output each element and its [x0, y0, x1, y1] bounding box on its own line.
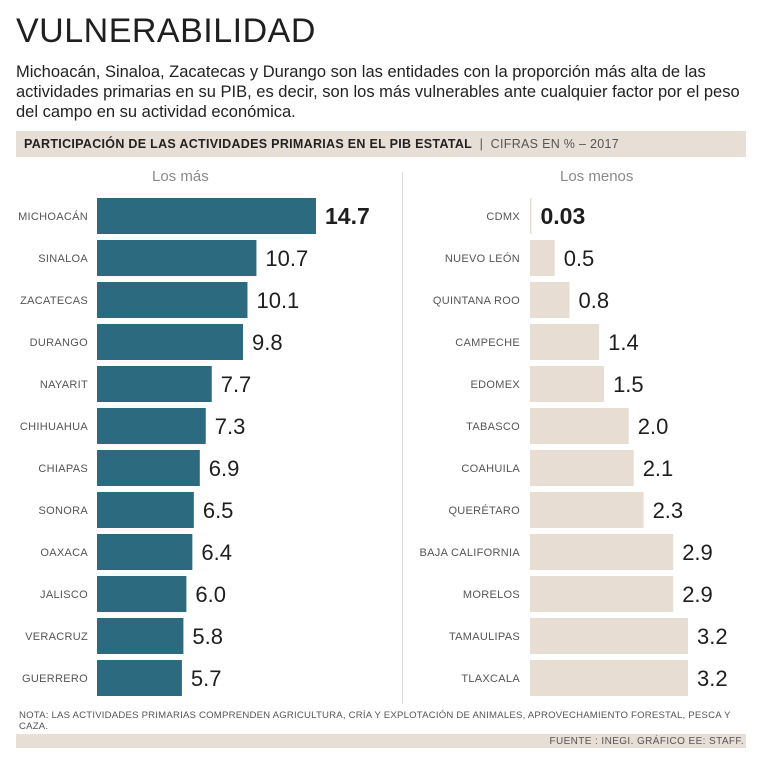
least-bar	[530, 660, 688, 696]
footnote: NOTA: LAS ACTIVIDADES PRIMARIAS COMPREND…	[19, 710, 731, 732]
most-category-label: NAYARIT	[40, 379, 88, 391]
most-bar	[97, 618, 184, 654]
most-category-label: GUERRERO	[22, 673, 88, 685]
most-bar	[97, 240, 257, 276]
page-title: VULNERABILIDAD	[16, 12, 316, 50]
least-category-label: MORELOS	[463, 589, 520, 601]
least-value-label: 0.03	[540, 203, 585, 229]
most-category-label: SINALOA	[38, 253, 88, 265]
chart-subtitle-band: PARTICIPACIÓN DE LAS ACTIVIDADES PRIMARI…	[16, 131, 746, 157]
least-bar	[530, 324, 600, 360]
least-bar	[530, 450, 634, 486]
least-bar	[530, 366, 605, 402]
most-value-label: 14.7	[325, 203, 370, 229]
least-category-label: CDMX	[486, 211, 520, 223]
most-category-label: CHIAPAS	[38, 463, 88, 475]
most-bar	[97, 408, 206, 444]
most-value-label: 6.4	[201, 540, 232, 565]
least-value-label: 0.8	[579, 288, 610, 313]
least-category-label: NUEVO LEÓN	[445, 252, 520, 265]
least-category-label: EDOMEX	[471, 379, 521, 391]
least-bar	[530, 240, 555, 276]
most-bar	[97, 282, 248, 318]
most-value-label: 9.8	[252, 330, 283, 355]
most-panel-title: Los más	[152, 168, 209, 185]
most-value-label: 5.8	[192, 624, 223, 649]
most-bar	[97, 450, 200, 486]
least-value-label: 2.0	[638, 414, 669, 439]
least-value-label: 2.9	[682, 582, 713, 607]
least-value-label: 2.1	[643, 456, 674, 481]
least-bar	[530, 408, 629, 444]
least-category-label: QUERÉTARO	[448, 504, 520, 517]
most-category-label: SONORA	[39, 505, 89, 517]
least-bar	[530, 282, 570, 318]
least-value-label: 3.2	[697, 624, 728, 649]
least-value-label: 3.2	[697, 666, 728, 691]
least-value-label: 2.9	[682, 540, 713, 565]
least-category-label: COAHUILA	[461, 463, 520, 475]
least-value-label: 0.5	[564, 246, 595, 271]
panel-divider	[402, 172, 403, 704]
most-value-label: 7.7	[221, 372, 252, 397]
most-category-label: VERACRUZ	[25, 631, 88, 643]
least-category-label: QUINTANA ROO	[433, 295, 520, 307]
most-category-label: ZACATECAS	[20, 295, 88, 307]
most-bar	[97, 324, 243, 360]
least-value-label: 2.3	[653, 498, 684, 523]
least-bar	[530, 198, 532, 234]
least-bar	[530, 576, 674, 612]
most-value-label: 6.5	[203, 498, 234, 523]
most-bar	[97, 660, 182, 696]
most-value-label: 10.7	[265, 246, 308, 271]
least-category-label: CAMPECHE	[455, 337, 520, 349]
most-value-label: 7.3	[215, 414, 246, 439]
least-panel-title: Los menos	[560, 168, 634, 185]
most-value-label: 10.1	[256, 288, 299, 313]
most-category-label: CHIHUAHUA	[20, 421, 88, 433]
least-value-label: 1.5	[613, 372, 644, 397]
least-category-label: TLAXCALA	[461, 673, 520, 685]
chart-subtitle: PARTICIPACIÓN DE LAS ACTIVIDADES PRIMARI…	[24, 137, 473, 151]
least-bar	[530, 534, 674, 570]
least-value-label: 1.4	[608, 330, 639, 355]
most-bar	[97, 366, 212, 402]
most-bar	[97, 576, 187, 612]
subtitle-separator: |	[479, 137, 484, 151]
most-category-label: OAXACA	[40, 547, 88, 559]
least-bar	[530, 618, 688, 654]
least-category-label: TAMAULIPAS	[449, 631, 520, 643]
source-band	[16, 734, 746, 748]
intro-paragraph: Michoacán, Sinaloa, Zacatecas y Durango …	[16, 63, 740, 121]
chart-units: CIFRAS EN % – 2017	[490, 137, 620, 151]
least-category-label: TABASCO	[466, 421, 520, 433]
most-category-label: MICHOACÁN	[18, 210, 88, 223]
most-bar	[97, 534, 193, 570]
most-category-label: JALISCO	[40, 589, 88, 601]
most-value-label: 6.0	[195, 582, 226, 607]
least-bar	[530, 492, 644, 528]
source-credit: FUENTE : INEGI. GRÁFICO EE: STAFF.	[549, 736, 744, 747]
most-category-label: DURANGO	[30, 337, 88, 349]
least-category-label: BAJA CALIFORNIA	[420, 547, 521, 559]
most-bar	[97, 492, 194, 528]
most-bar	[97, 198, 316, 234]
most-value-label: 6.9	[209, 456, 240, 481]
most-value-label: 5.7	[191, 666, 222, 691]
